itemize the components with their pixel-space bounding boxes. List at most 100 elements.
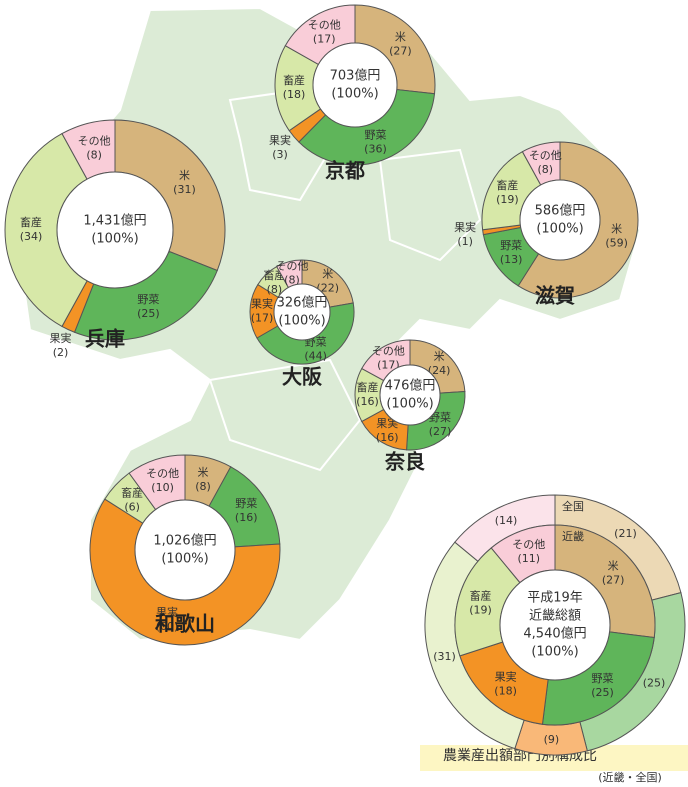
center-hole [56, 171, 174, 289]
category-label: 野菜 [429, 411, 451, 424]
value-label: (8) [195, 480, 211, 493]
category-label: 野菜 [500, 239, 522, 252]
value-label: (25) [137, 307, 160, 320]
center-label: 326億円 [277, 295, 328, 311]
value-label: (27) [429, 425, 452, 438]
center-hole [499, 569, 611, 681]
center-label: (100%) [278, 314, 325, 329]
category-label: 畜産 [496, 178, 518, 192]
center-label: (100%) [386, 397, 433, 412]
value-label: (6) [124, 500, 140, 513]
value-label: (17) [251, 311, 274, 324]
category-label: 果実 [269, 133, 291, 147]
category-label: 野菜 [235, 497, 257, 510]
category-label: 野菜 [364, 128, 386, 141]
center-label: 1,431億円 [83, 213, 146, 229]
value-label: (16) [376, 431, 399, 444]
value-label: (16) [235, 511, 258, 524]
category-label: 畜産 [470, 588, 492, 602]
value-label: (3) [272, 148, 288, 161]
value-label: (36) [364, 142, 387, 155]
value-label: (8) [86, 149, 102, 162]
prefecture-name: 奈良 [384, 450, 425, 474]
value-label: (8) [267, 283, 283, 296]
category-label: 畜産 [20, 215, 42, 229]
center-label: 476億円 [385, 378, 436, 394]
value-label: (31) [173, 183, 196, 196]
category-label: 果実 [156, 605, 178, 619]
value-label: (25) [643, 677, 666, 690]
value-label: (31) [433, 650, 456, 663]
category-label: その他 [146, 467, 179, 480]
value-label: (60) [156, 620, 179, 633]
value-label: (22) [316, 281, 339, 294]
center-label: 1,026億円 [153, 533, 216, 549]
legend-inner: 近畿 [562, 529, 584, 543]
category-label: 米 [611, 222, 622, 235]
center-label: 586億円 [535, 203, 586, 219]
value-label: (59) [605, 236, 628, 249]
value-label: (21) [614, 527, 637, 540]
category-label: その他 [529, 149, 562, 162]
category-label: 野菜 [592, 672, 614, 685]
category-label: 果実 [454, 220, 476, 234]
prefecture-name: 滋賀 [535, 284, 575, 308]
value-label: (25) [591, 686, 614, 699]
category-label: その他 [78, 135, 111, 148]
value-label: (11) [517, 552, 540, 565]
category-label: 米 [322, 267, 333, 280]
center-hole [312, 42, 398, 128]
center-hole [273, 283, 331, 341]
prefecture-name: 京都 [325, 159, 365, 183]
value-label: (10) [151, 481, 174, 494]
category-label: その他 [275, 259, 308, 272]
category-label: その他 [512, 538, 545, 551]
value-label: (34) [20, 230, 43, 243]
value-label: (17) [377, 358, 400, 371]
value-label: (18) [283, 88, 306, 101]
category-label: 米 [395, 30, 406, 43]
value-label: (9) [544, 733, 560, 746]
center-hole [379, 364, 441, 426]
prefecture-name: 兵庫 [85, 327, 125, 351]
category-label: 果実 [50, 331, 72, 345]
center-label: 4,540億円 [523, 626, 586, 642]
value-label: (24) [428, 364, 451, 377]
prefecture-name: 大阪 [282, 365, 323, 389]
value-label: (2) [53, 346, 69, 359]
value-label: (19) [496, 193, 519, 206]
category-label: 畜産 [283, 73, 305, 87]
category-label: 畜産 [357, 380, 379, 394]
value-label: (14) [495, 514, 518, 527]
caption-subtitle: (近畿・全国) [598, 770, 662, 784]
value-label: (19) [469, 603, 492, 616]
value-label: (27) [602, 574, 625, 587]
value-label: (1) [457, 235, 473, 248]
category-label: 米 [198, 466, 209, 479]
value-label: (44) [304, 350, 327, 363]
category-label: 米 [608, 560, 619, 573]
category-label: 米 [434, 350, 445, 363]
value-label: (17) [313, 32, 336, 45]
center-label: 近畿総額 [529, 609, 581, 624]
prefecture-name: 和歌山 [155, 612, 215, 636]
category-label: 果実 [495, 670, 517, 684]
category-label: 野菜 [137, 293, 159, 306]
category-label: 果実 [251, 296, 273, 310]
category-label: 米 [179, 169, 190, 182]
value-label: (18) [494, 685, 517, 698]
center-label: (100%) [91, 232, 138, 247]
center-label: 平成19年 [527, 591, 583, 606]
value-label: (8) [284, 273, 300, 286]
value-label: (13) [500, 253, 523, 266]
center-label: (100%) [531, 645, 578, 660]
center-label: (100%) [536, 222, 583, 237]
center-hole [519, 179, 601, 261]
center-label: 703億円 [330, 68, 381, 84]
category-label: 畜産 [121, 485, 143, 499]
legend-outer: 全国 [562, 499, 584, 513]
center-label: (100%) [161, 552, 208, 567]
center-label: (100%) [331, 87, 378, 102]
category-label: その他 [372, 344, 405, 357]
